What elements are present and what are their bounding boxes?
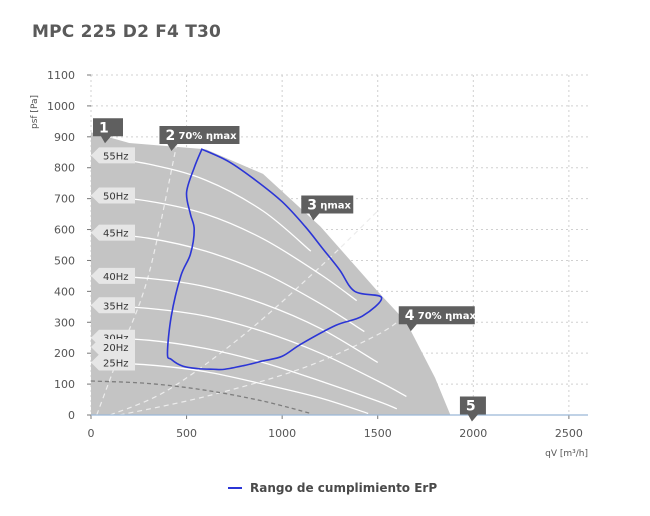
x-tick-label: 1500: [364, 427, 392, 440]
y-tick-label: 300: [54, 316, 75, 329]
frequency-tag-text: 35Hz: [103, 301, 129, 312]
y-tick-label: 700: [54, 193, 75, 206]
y-tick-label: 0: [68, 409, 75, 422]
frequency-label-tag: 25Hz: [91, 354, 135, 371]
frequency-curve: [90, 231, 365, 333]
marker-text: ηmax: [320, 201, 351, 212]
frequency-tag-text: 50Hz: [103, 192, 129, 203]
marker-number: 1: [99, 120, 109, 136]
efficiency-marker: 5: [459, 396, 486, 422]
frequency-curve: [90, 194, 358, 302]
frequency-tag-shape: [91, 187, 135, 204]
frequency-tag-shape: [91, 297, 135, 314]
marker-shape: [459, 396, 486, 422]
x-tick-label: 2000: [459, 427, 487, 440]
frequency-tag-shape: [91, 147, 135, 164]
frequency-tag-shape: [91, 339, 135, 355]
erp-outline: [166, 148, 383, 371]
frequency-curve: [90, 380, 311, 415]
y-tick-label: 500: [54, 254, 75, 267]
marker-shape: [93, 118, 123, 144]
efficiency-marker: 4 70% ηmax: [398, 306, 477, 332]
y-tick-label: 600: [54, 224, 75, 237]
marker-shape: [301, 195, 354, 221]
marker-shape: [159, 126, 240, 151]
frequency-tag-text: 55Hz: [103, 151, 129, 162]
y-tick-label: 800: [54, 162, 75, 175]
marker-text: 70% ηmax: [178, 131, 237, 142]
frequency-curve: [90, 361, 369, 415]
x-tick-label: 500: [176, 427, 197, 440]
y-tick-label: 100: [54, 378, 75, 391]
efficiency-marker: 3 ηmax: [301, 195, 354, 221]
frequency-curve: [90, 304, 407, 398]
x-axis-label: qV [m³/h]: [545, 449, 588, 459]
frequency-label-tag: 55Hz: [91, 147, 135, 164]
efficiency-line: [119, 312, 409, 416]
legend-label: Rango de cumplimiento ErP: [250, 481, 438, 495]
frequency-label-tag: 35Hz: [91, 297, 135, 314]
frequency-tag-shape: [91, 224, 135, 241]
marker-shape: [398, 306, 475, 332]
efficiency-lines: [96, 142, 409, 416]
erp-range: [166, 148, 383, 371]
frequency-tag-shape: [91, 354, 135, 371]
frequency-label-tag: 45Hz: [91, 224, 135, 241]
legend-swatch: [228, 487, 242, 489]
y-tick-label: 1000: [47, 100, 75, 113]
frequency-curves: [90, 154, 407, 415]
frequency-labels: 55Hz50Hz45Hz40Hz35Hz30Hz25Hz20Hz: [91, 147, 135, 371]
frequency-tag-text: 25Hz: [103, 358, 129, 369]
y-tick-label: 400: [54, 285, 75, 298]
frequency-tag-text: 40Hz: [103, 272, 129, 283]
frequency-curve: [90, 275, 379, 364]
marker-number: 3: [307, 198, 317, 214]
marker-number: 4: [405, 308, 415, 324]
x-tick-label: 0: [88, 427, 95, 440]
efficiency-marker: 2 70% ηmax: [159, 126, 240, 151]
frequency-label-tag: 40Hz: [91, 267, 135, 284]
y-tick-label: 900: [54, 131, 75, 144]
marker-number: 2: [165, 128, 175, 144]
frequency-label-tag: 20Hz: [91, 339, 135, 355]
frequency-curve: [90, 337, 398, 410]
chart-title: MPC 225 D2 F4 T30: [32, 22, 222, 42]
y-axis-label: psf [Pa]: [30, 95, 40, 129]
frequency-tag-text: 45Hz: [103, 229, 129, 240]
legend: Rango de cumplimiento ErP: [228, 481, 437, 495]
y-tick-label: 1100: [47, 69, 75, 82]
x-tick-label: 2500: [555, 427, 583, 440]
frequency-tag-text: 20Hz: [103, 343, 129, 354]
efficiency-line: [109, 210, 379, 416]
envelope-area: [91, 130, 451, 415]
marker-text: 70% ηmax: [418, 311, 477, 322]
y-tick-label: 200: [54, 347, 75, 360]
efficiency-marker: 1: [93, 118, 123, 144]
x-tick-label: 1000: [268, 427, 296, 440]
operating-envelope: [91, 130, 451, 415]
frequency-label-tag: 50Hz: [91, 187, 135, 204]
frequency-tag-shape: [91, 267, 135, 284]
marker-number: 5: [466, 398, 476, 414]
